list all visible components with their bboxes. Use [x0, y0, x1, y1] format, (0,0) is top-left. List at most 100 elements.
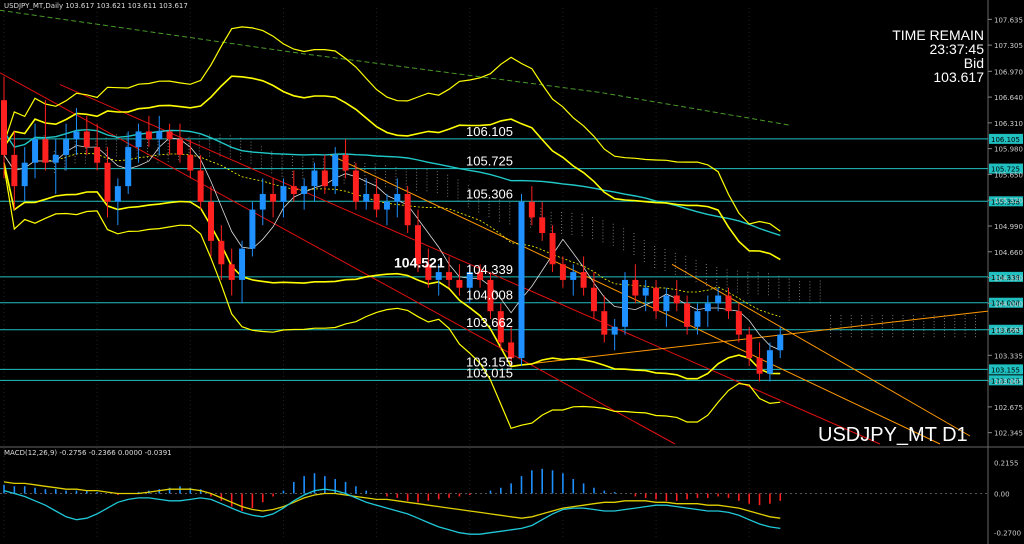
candle-body [383, 201, 390, 210]
candle-body [653, 287, 660, 312]
price-axis: 107.635 107.305 106.970 106.640 106.310 105.9… [988, 16, 1023, 438]
level-tag-text: 104.008 [991, 300, 1020, 308]
axis-tick-label: 104.990 [994, 223, 1023, 231]
candle-body [52, 154, 59, 163]
candle-body [497, 311, 504, 343]
level-tag-text: 104.339 [991, 274, 1020, 282]
candle-body [373, 193, 380, 210]
candle-body [508, 342, 515, 359]
candle-body [11, 154, 18, 187]
bollinger-lower-3sd [3, 166, 781, 430]
axis-tick-label: 103.335 [994, 352, 1023, 360]
candle-body [539, 217, 546, 234]
candle-body [487, 279, 494, 312]
level-labels: 106.105106.105105.725105.725105.306105.3… [394, 124, 1023, 386]
candle-body [332, 154, 339, 187]
axis-tick-label: 104.000 [994, 300, 1023, 308]
axis-tick-label: 105.320 [994, 197, 1023, 205]
candle-body [156, 131, 163, 140]
candle-body [104, 162, 111, 202]
candle-body [580, 272, 587, 288]
candle-body [404, 193, 411, 226]
candle-body [642, 287, 649, 296]
candles [1, 76, 784, 382]
candle-body [415, 225, 421, 265]
axis-tick-label: 102.345 [994, 430, 1023, 438]
axis-tick-label: 106.970 [994, 68, 1023, 76]
level-tag [989, 163, 1023, 174]
time-remain-value: 23:37:45 [929, 41, 985, 57]
candle-body [715, 295, 722, 304]
candle-body [135, 131, 142, 148]
level-tag [989, 297, 1023, 308]
candle-body [663, 295, 670, 312]
candle-body [622, 279, 628, 327]
level-tag-text: 103.155 [991, 366, 1020, 374]
orange-trend-line [671, 263, 971, 437]
candle-body [311, 170, 318, 187]
candle-body [518, 201, 525, 359]
symbol-info: USDJPY_MT,Daily 103.617 103.621 103.611 … [4, 2, 188, 10]
level-tag [989, 196, 1023, 207]
level-label: 105.725 [466, 154, 513, 169]
level-label: 106.105 [466, 124, 513, 139]
candle-body [218, 240, 225, 265]
candle-body [570, 272, 577, 280]
candle-body [466, 272, 473, 288]
candle-body [301, 186, 308, 194]
time-remain-box: TIME REMAIN 23:37:45 Bid 103.617 [892, 28, 984, 84]
horizontal-levels [0, 138, 988, 381]
candle-body [239, 248, 246, 280]
level-label: 103.015 [466, 365, 513, 380]
bollinger-lower-2sd [3, 162, 781, 380]
candle-body [114, 186, 121, 202]
symbol-timeframe-label: USDJPY_MT D1 [818, 424, 968, 446]
candle-body [145, 131, 152, 140]
level-tag [989, 375, 1023, 386]
candle-body [166, 131, 173, 140]
fast-ma-line [3, 137, 781, 351]
candle-body [694, 311, 701, 327]
candle-body [363, 193, 370, 202]
level-tag-text: 103.662 [991, 327, 1020, 335]
candle-body [1, 100, 7, 155]
candle-body [456, 279, 463, 288]
macd-info: MACD(12,26,9) -0.2756 -0.2366 0.0000 -0.… [4, 449, 172, 457]
level-label: 103.155 [466, 354, 513, 369]
level-label: 103.662 [466, 315, 513, 330]
level-tag-text: 105.725 [991, 166, 1020, 174]
time-remain-label: TIME REMAIN [892, 27, 984, 43]
candle-body [83, 131, 90, 148]
candle-body [601, 311, 608, 335]
candle-body [352, 170, 359, 202]
candle-body [704, 303, 711, 312]
axis-tick-label: 104.330 [994, 275, 1023, 283]
candle-body [228, 264, 235, 280]
level-tag [989, 271, 1023, 282]
candle-body [477, 272, 484, 280]
candle-body [425, 264, 432, 280]
bid-value: 103.617 [933, 69, 984, 85]
candle-body [290, 186, 297, 194]
candle-body [632, 279, 639, 296]
candle-body [259, 193, 266, 210]
candle-body [435, 272, 442, 280]
bid-label: Bid [963, 55, 984, 71]
candle-body [63, 139, 70, 155]
candle-body [394, 193, 401, 202]
candle-body [321, 170, 328, 187]
level-tag [989, 133, 1023, 144]
cyan-ma-line [3, 128, 781, 237]
axis-tick-label: 107.635 [994, 16, 1023, 24]
macd-axis-label: 0.2155 [994, 459, 1019, 467]
candle-body [777, 334, 784, 351]
macd-axis-label: -0.2700 [994, 530, 1021, 538]
candle-body [176, 139, 183, 155]
indicator-lines [0, 9, 791, 430]
level-tag [989, 324, 1023, 335]
axis-tick-label: 107.305 [994, 42, 1023, 50]
candle-body [590, 287, 597, 312]
level-tag-text: 106.105 [991, 136, 1020, 144]
bollinger-upper-2sd [3, 75, 781, 261]
